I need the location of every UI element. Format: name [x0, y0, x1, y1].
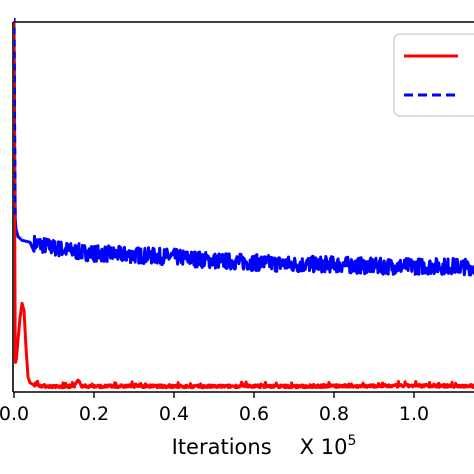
x-axis-ticks: 0.00.20.40.60.81.01.2 — [0, 392, 429, 425]
x-tick-label: 0.4 — [159, 403, 189, 425]
plot-lines — [14, 18, 474, 390]
x-tick-label: 1.0 — [399, 403, 429, 425]
series-blue-line — [14, 21, 474, 277]
x-axis-label: Iterations X 105 — [172, 433, 357, 459]
plot-frame — [12, 21, 474, 393]
x-tick-label: 0.8 — [319, 403, 349, 425]
x-tick-label: 0.6 — [239, 403, 269, 425]
series-blue-dashed-spike — [14, 18, 17, 219]
x-axis-exponent: 5 — [347, 433, 356, 449]
x-tick-label: 0.2 — [79, 403, 109, 425]
legend — [393, 33, 474, 117]
x-tick-label: 0.0 — [0, 403, 29, 425]
series-red-line — [14, 21, 474, 390]
legend-box — [393, 33, 474, 117]
